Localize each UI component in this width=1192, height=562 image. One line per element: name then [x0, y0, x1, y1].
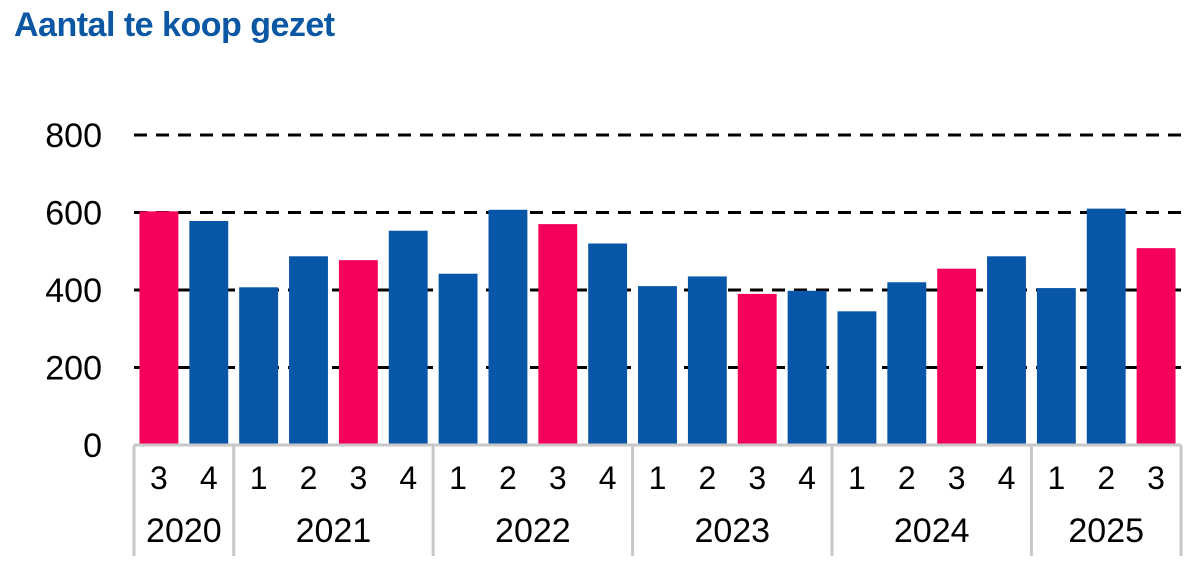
- year-label: 2025: [1068, 512, 1144, 550]
- x-tick-label: 4: [599, 460, 617, 496]
- x-tick-label: 3: [349, 460, 367, 496]
- x-tick-label: 4: [998, 460, 1016, 496]
- x-tick-label: 1: [449, 460, 467, 496]
- x-tick-label: 3: [1147, 460, 1165, 496]
- y-tick-label: 800: [45, 117, 102, 155]
- x-tick-label: 4: [200, 460, 218, 496]
- bar: [1136, 248, 1176, 445]
- year-label: 2024: [894, 512, 970, 550]
- x-tick-label: 1: [1047, 460, 1065, 496]
- bar: [1086, 208, 1126, 445]
- x-tick-label: 2: [698, 460, 716, 496]
- bar: [887, 282, 927, 445]
- bar: [488, 209, 528, 445]
- bar: [438, 273, 478, 445]
- bar: [638, 286, 677, 445]
- bar: [687, 276, 727, 445]
- bar: [338, 260, 378, 445]
- year-label: 2022: [495, 512, 571, 550]
- y-tick-label: 600: [45, 195, 102, 233]
- bar: [787, 290, 827, 445]
- x-tick-label: 2: [898, 460, 916, 496]
- y-tick-label: 0: [83, 427, 102, 465]
- bar: [289, 256, 328, 445]
- x-tick-label: 2: [1097, 460, 1115, 496]
- y-tick-label: 400: [45, 272, 102, 310]
- bar: [239, 287, 279, 445]
- bar: [987, 256, 1026, 445]
- x-tick-label: 4: [399, 460, 417, 496]
- bar: [588, 243, 628, 445]
- x-tick-label: 3: [948, 460, 966, 496]
- x-tick-label: 3: [549, 460, 567, 496]
- x-tick-label: 1: [848, 460, 866, 496]
- year-label: 2023: [694, 512, 770, 550]
- bars: [139, 208, 1176, 445]
- x-tick-label: 3: [150, 460, 168, 496]
- x-tick-label: 2: [499, 460, 517, 496]
- bar: [388, 230, 428, 445]
- bar: [139, 211, 179, 445]
- bar: [837, 311, 877, 445]
- bar: [189, 221, 229, 445]
- year-label: 2020: [146, 512, 222, 550]
- x-tick-label: 1: [250, 460, 268, 496]
- x-tick-label: 1: [649, 460, 667, 496]
- y-tick-label: 200: [45, 350, 102, 388]
- x-tick-label: 4: [798, 460, 816, 496]
- bar: [737, 293, 777, 445]
- x-tick-label: 2: [300, 460, 318, 496]
- bar: [538, 224, 578, 445]
- x-tick-label: 3: [748, 460, 766, 496]
- chart-title: Aantal te koop gezet: [14, 6, 335, 44]
- year-label: 2021: [296, 512, 372, 550]
- bar: [937, 268, 977, 445]
- y-axis-ticks: 0 200 400 600 800: [45, 117, 102, 465]
- bar: [1036, 288, 1076, 445]
